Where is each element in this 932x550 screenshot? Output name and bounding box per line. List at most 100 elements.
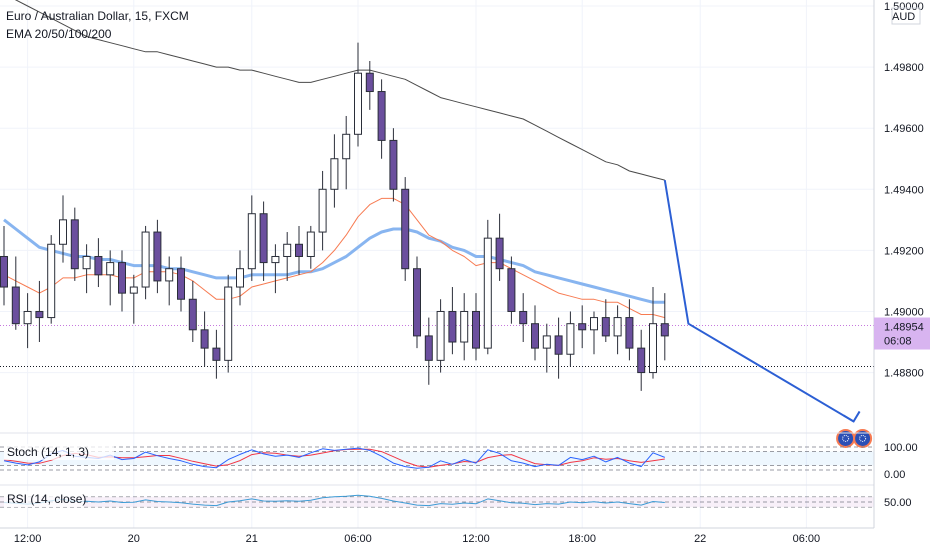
current-price-tag — [874, 317, 930, 350]
stoch-band — [0, 451, 874, 466]
candle-body — [0, 255, 8, 288]
target-marker-dots — [859, 434, 867, 442]
currency-box — [891, 7, 921, 25]
time-tick-label: 20 — [128, 533, 140, 545]
time-tick-label: 12:00 — [14, 533, 42, 545]
price-pane[interactable] — [0, 0, 874, 448]
candle-body — [295, 243, 303, 257]
candle-body — [306, 231, 315, 257]
price-axis[interactable]: 1.50000 1.49800 1.49600 1.49400 1.49200 1.490… — [874, 1, 930, 509]
candle-body — [188, 298, 197, 331]
time-tick-label: 22 — [694, 533, 706, 545]
candle-body — [649, 323, 657, 374]
candle-body — [141, 231, 150, 288]
candle-body — [330, 158, 339, 190]
candle-body — [554, 335, 563, 355]
candle-body — [70, 219, 79, 270]
candle-body — [59, 219, 67, 245]
candle-body — [625, 317, 634, 349]
candle-body — [177, 268, 185, 300]
target-marker-dots — [842, 434, 850, 442]
candle-body — [413, 268, 421, 337]
candle-body — [118, 262, 126, 294]
price-axis-background — [874, 0, 932, 550]
candle-body — [507, 268, 516, 312]
candle-body — [377, 91, 386, 141]
time-axis[interactable]: 12:00 20 21 06:00 12:00 18:00 22 06:00 — [14, 533, 820, 545]
candle-body — [601, 317, 610, 337]
target-marker-icon — [836, 428, 856, 448]
time-tick-label: 06:00 — [344, 533, 372, 545]
price-tick-label: 1.50000 — [884, 1, 924, 13]
ema-200-path — [14, 0, 665, 181]
time-tick-label: 18:00 — [568, 533, 596, 545]
candle-body — [271, 255, 280, 264]
candle-body — [365, 72, 374, 93]
candle-body — [436, 310, 445, 361]
candle-body — [129, 286, 138, 294]
target-markers[interactable] — [836, 428, 873, 448]
indicator-legend[interactable]: EMA 20/50/100/200 — [6, 27, 112, 41]
candle-body — [259, 213, 268, 264]
candle-body — [247, 213, 256, 270]
rsi-pane[interactable] — [0, 494, 874, 508]
candle-body — [590, 317, 598, 331]
candle-body — [236, 268, 244, 288]
candle-body — [637, 347, 646, 374]
stoch-label-background — [4, 444, 114, 460]
candle-body — [318, 188, 327, 233]
candle-body — [448, 310, 457, 343]
candle-body — [212, 347, 221, 361]
price-tick-label: 1.49000 — [884, 306, 924, 318]
symbol-title[interactable]: Euro / Australian Dollar, 15, FXCM — [6, 9, 189, 23]
candle-body — [354, 72, 362, 135]
stoch-label[interactable]: Stoch (14, 1, 3) — [7, 445, 89, 459]
candle-body — [401, 188, 410, 270]
candle-body — [94, 255, 103, 276]
candle-body — [531, 323, 539, 349]
candle-body — [660, 323, 669, 337]
time-tick-label: 06:00 — [793, 533, 821, 545]
ema-200-line — [14, 0, 665, 181]
ema-20-line — [3, 197, 665, 319]
rsi-label-background — [4, 491, 84, 507]
candle-body — [224, 286, 233, 361]
price-tick-label: 1.49800 — [884, 62, 924, 74]
price-tick-label: 1.48800 — [884, 368, 924, 380]
candle-body — [82, 255, 91, 270]
candle-body — [460, 310, 469, 343]
candle-body — [342, 133, 351, 160]
projection-path — [663, 179, 855, 423]
currency-label: AUD — [892, 11, 915, 23]
stoch-k-line — [3, 447, 665, 469]
candle-body — [106, 262, 115, 276]
price-tick-label: 1.49600 — [884, 123, 924, 135]
candle-body — [613, 317, 622, 337]
stoch-level-label: 0.00 — [884, 469, 905, 481]
candle-body — [483, 237, 492, 349]
candle-body — [495, 237, 504, 270]
candle-body — [35, 310, 44, 319]
ema-100-path — [3, 218, 665, 304]
candle-body — [389, 139, 398, 190]
candlesticks — [0, 42, 669, 391]
candle-body — [578, 323, 587, 331]
time-tick-label: 21 — [246, 533, 258, 545]
rsi-line — [3, 494, 665, 507]
projection-arrow[interactable] — [663, 179, 861, 423]
candle-body — [542, 335, 551, 349]
rsi-label[interactable]: RSI (14, close) — [7, 492, 86, 506]
rsi-level-label: 50.00 — [884, 497, 912, 509]
stoch-pane[interactable] — [0, 446, 874, 471]
current-price-value: 1.48954 — [884, 322, 924, 334]
candle-body — [519, 310, 528, 325]
price-tick-label: 1.49200 — [884, 245, 924, 257]
candle-body — [200, 329, 209, 349]
target-marker-icon — [853, 428, 873, 448]
candle-body — [472, 310, 480, 349]
candle-body — [153, 231, 162, 282]
ema-20-path — [3, 197, 665, 319]
candle-body — [424, 335, 433, 361]
candle-body — [566, 323, 575, 355]
